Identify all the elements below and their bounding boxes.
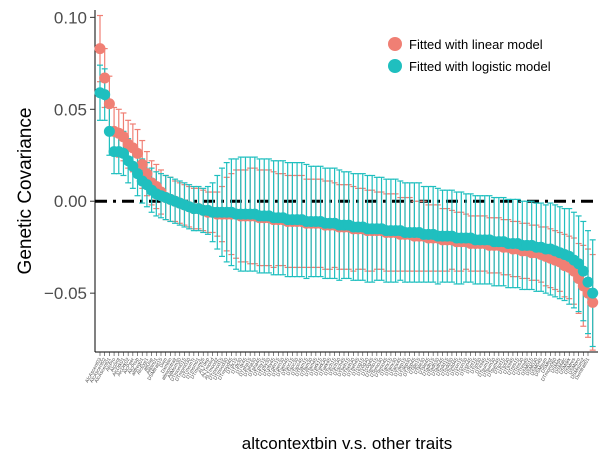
y-tick-label: 0.05 bbox=[54, 100, 87, 119]
y-tick-label: 0.00 bbox=[54, 192, 87, 211]
data-point bbox=[103, 125, 115, 137]
plot-panel: 0.10 0.05 0.00 −0.05 AlcAscent03AlcAscent02… bbox=[44, 8, 599, 384]
data-point bbox=[132, 147, 144, 159]
x-tick-label: Dxm bbox=[159, 357, 169, 369]
data-point bbox=[94, 43, 106, 55]
y-tick-label: −0.05 bbox=[44, 284, 87, 303]
data-points bbox=[94, 43, 599, 308]
x-axis-title: altcontextbin v.s. other traits bbox=[242, 434, 452, 453]
data-point bbox=[136, 158, 148, 170]
data-point bbox=[587, 287, 599, 299]
legend: Fitted with linear model Fitted with log… bbox=[388, 37, 551, 74]
legend-label-linear: Fitted with linear model bbox=[409, 37, 543, 52]
x-axis-ticks: AlcAscent03AlcAscent02AlcAscent01AlcProA… bbox=[84, 352, 591, 384]
y-axis-title: Genetic Covariance bbox=[15, 108, 36, 275]
data-point bbox=[103, 98, 115, 110]
data-point bbox=[99, 89, 111, 101]
data-point bbox=[587, 296, 599, 308]
legend-label-logistic: Fitted with logistic model bbox=[409, 59, 551, 74]
y-axis-ticks: 0.10 0.05 0.00 −0.05 bbox=[44, 8, 95, 303]
data-point bbox=[99, 72, 111, 84]
legend-swatch-logistic bbox=[388, 59, 402, 73]
y-tick-label: 0.10 bbox=[54, 8, 87, 27]
legend-swatch-linear bbox=[388, 37, 402, 51]
data-point bbox=[577, 265, 589, 277]
data-point bbox=[582, 276, 594, 288]
